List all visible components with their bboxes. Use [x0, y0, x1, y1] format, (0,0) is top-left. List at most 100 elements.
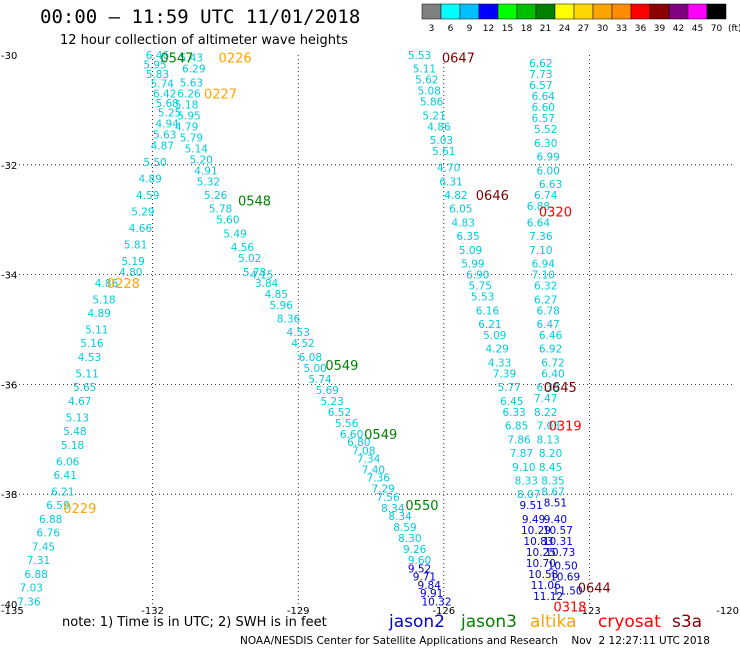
- swh-value: 8.45: [539, 462, 562, 474]
- swh-value: 4.94: [155, 119, 179, 131]
- swh-value: 8.36: [277, 314, 301, 326]
- swh-value: 8.33: [515, 475, 538, 487]
- swh-value: 6.60: [340, 429, 363, 441]
- swh-value: 7.86: [507, 434, 531, 446]
- swh-value: 4.80: [119, 267, 142, 279]
- swh-value: 9.51: [519, 500, 542, 512]
- swh-value: 5.49: [223, 228, 246, 240]
- colorbar-label: 6: [448, 24, 454, 34]
- pass-time-label: 0228: [107, 277, 140, 292]
- swh-value: 9.49: [522, 514, 545, 526]
- swh-value: 10.29: [521, 525, 551, 537]
- swh-value: 11.50: [553, 585, 583, 597]
- swh-value: 4.66: [129, 223, 153, 235]
- swh-value: 5.68: [155, 98, 178, 110]
- swh-value: 5.56: [335, 418, 359, 430]
- swh-value: 5.18: [175, 99, 198, 111]
- y-tick-label: -34: [1, 271, 17, 282]
- pass-time-label: 0646: [476, 189, 509, 204]
- swh-value: 6.40: [541, 368, 564, 380]
- swh-value: 6.35: [456, 231, 479, 243]
- swh-value: 10.58: [528, 569, 558, 581]
- swh-value: 5.32: [197, 176, 220, 188]
- swh-value: 6.94: [532, 259, 556, 271]
- swh-value: 5.77: [498, 382, 521, 394]
- x-tick-label: -123: [578, 606, 601, 617]
- swh-value: 8.59: [393, 522, 416, 534]
- swh-value: 9.52: [408, 563, 431, 575]
- x-tick-label: -132: [141, 606, 164, 617]
- swh-value: 5.74: [151, 79, 175, 91]
- swh-value: 6.85: [505, 421, 528, 433]
- swh-value: 4.67: [68, 396, 91, 408]
- swh-value: 7.56: [376, 492, 400, 504]
- swh-value: 7.87: [510, 448, 533, 460]
- swh-value: 6.64: [527, 217, 551, 229]
- swh-value: 5.62: [415, 75, 438, 87]
- swh-value: 4.83: [452, 217, 475, 229]
- swh-value: 5.18: [92, 294, 115, 306]
- swh-value: 5.11: [85, 325, 108, 337]
- swh-value: 5.23: [320, 396, 343, 408]
- y-tick-label: -38: [1, 490, 17, 501]
- colorbar-swatch: [459, 3, 480, 20]
- colorbar-label: 12: [483, 24, 494, 34]
- swh-value: 5.78: [243, 267, 266, 279]
- swh-value: 5.78: [209, 204, 232, 216]
- swh-value: 5.16: [80, 338, 104, 350]
- swh-value: 7.73: [529, 69, 552, 81]
- colorbar-label: 21: [540, 24, 551, 34]
- swh-value: 6.74: [534, 190, 558, 202]
- x-tick-label: -120: [716, 606, 739, 617]
- y-tick-label: -40: [1, 600, 17, 611]
- swh-value: 5.86: [420, 97, 444, 109]
- swh-value: 5.25: [158, 108, 181, 120]
- colorbar-swatch: [535, 3, 556, 20]
- swh-value: 5.48: [63, 426, 86, 438]
- swh-value: 5.53: [408, 50, 431, 62]
- swh-value: 6.21: [478, 319, 501, 331]
- swh-value: 8.34: [388, 511, 412, 523]
- footer-note: note: 1) Time is in UTC; 2) SWH is in fe…: [62, 615, 327, 630]
- swh-value: 4.89: [138, 174, 161, 186]
- colorbar-swatch: [668, 3, 689, 20]
- colorbar-swatch: [478, 3, 499, 20]
- colorbar-swatch: [440, 3, 461, 20]
- swh-value: 5.13: [66, 412, 89, 424]
- swh-value: 5.20: [189, 154, 212, 166]
- x-tick-label: -129: [287, 606, 310, 617]
- swh-value: 6.46: [539, 330, 563, 342]
- swh-value: 5.09: [483, 330, 506, 342]
- swh-value: 6.99: [536, 152, 559, 164]
- colorbar-swatch: [516, 3, 537, 20]
- swh-value: 6.57: [532, 113, 555, 125]
- pass-time-label: 0645: [544, 381, 577, 396]
- swh-value: 6.80: [347, 437, 370, 449]
- swh-value: 6.88: [527, 201, 550, 213]
- swh-value: 6.32: [534, 281, 557, 293]
- swh-value: 5.79: [180, 132, 203, 144]
- swh-value: 5.11: [413, 64, 436, 76]
- swh-value: 8.07: [517, 489, 540, 501]
- swh-value: 8.30: [398, 533, 421, 545]
- colorbar-label: 42: [673, 24, 684, 34]
- swh-value: 7.40: [362, 464, 385, 476]
- swh-value: 9.40: [544, 514, 567, 526]
- swh-value: 7.36: [367, 473, 391, 485]
- swh-value: 5.26: [204, 190, 228, 202]
- legend-entry: s3a: [672, 612, 702, 632]
- colorbar-label: 27: [578, 24, 589, 34]
- swh-value: 6.59: [46, 500, 69, 512]
- swh-value: 5.29: [131, 206, 154, 218]
- colorbar-label: 70: [711, 24, 723, 34]
- swh-value: 4.79: [175, 121, 198, 133]
- swh-value: 5.02: [238, 253, 261, 265]
- swh-value: 5.14: [185, 143, 209, 155]
- swh-value: 6.00: [536, 165, 559, 177]
- colorbar-swatch: [573, 3, 594, 20]
- x-tick-label: -135: [1, 606, 24, 617]
- swh-value: 5.52: [534, 124, 557, 136]
- swh-value: 6.90: [466, 270, 489, 282]
- swh-value: 6.27: [534, 294, 557, 306]
- swh-value: 5.75: [469, 281, 492, 293]
